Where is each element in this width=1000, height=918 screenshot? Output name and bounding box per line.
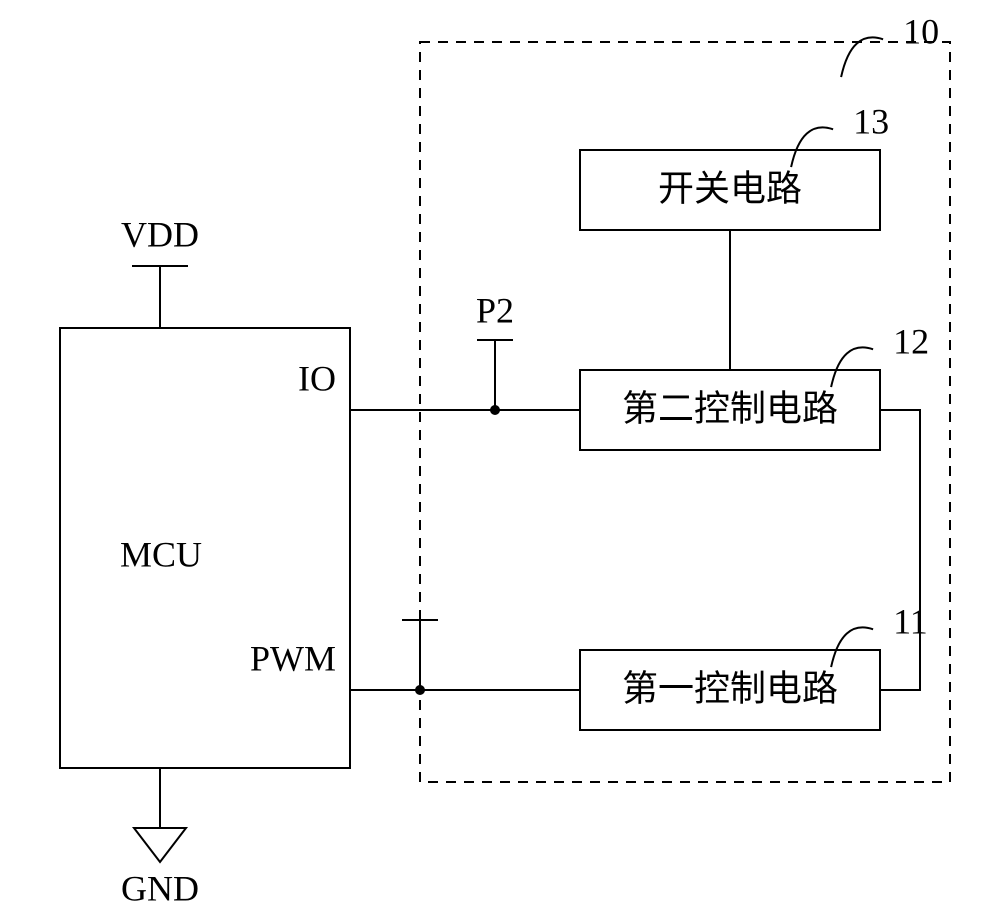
io-label: IO: [298, 358, 336, 398]
ref-11-flag: [831, 627, 873, 667]
ref-12-label: 12: [893, 322, 929, 362]
wire-second-first: [880, 410, 920, 690]
second-label: 第二控制电路: [622, 388, 838, 428]
first-label: 第一控制电路: [622, 668, 838, 708]
p2-label: P2: [476, 290, 514, 330]
gnd-symbol: [134, 828, 186, 862]
ref-11-label: 11: [893, 602, 928, 642]
gnd-label: GND: [121, 868, 199, 908]
ref-10-flag: [841, 37, 883, 77]
ref-12-flag: [831, 347, 873, 387]
vdd-label: VDD: [121, 214, 199, 254]
pwm-label: PWM: [250, 638, 336, 678]
ref-13-label: 13: [853, 102, 889, 142]
ref-10-label: 10: [903, 12, 939, 52]
mcu-label: MCU: [120, 534, 202, 574]
ref-13-flag: [791, 127, 833, 167]
switch-label: 开关电路: [658, 168, 802, 208]
